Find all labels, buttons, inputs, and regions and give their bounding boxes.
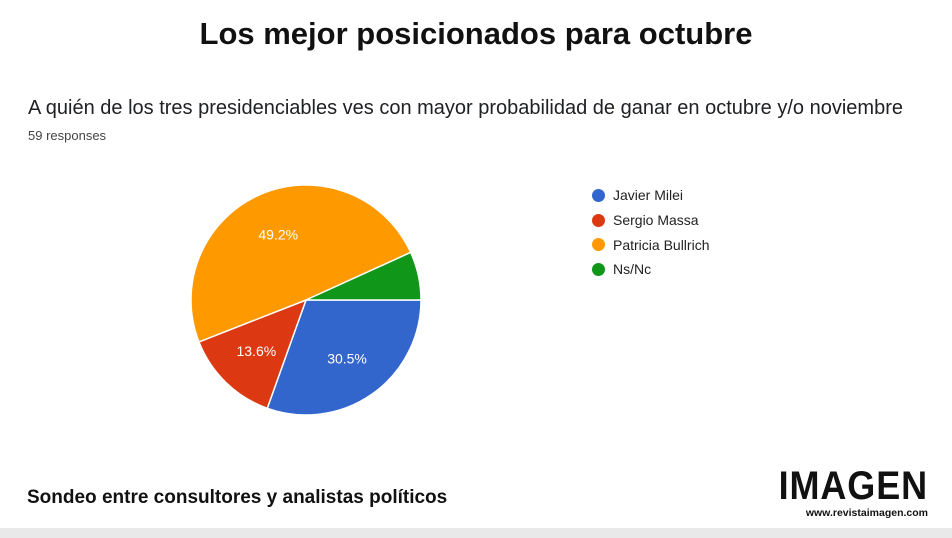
pie-slice-javier-milei bbox=[266, 299, 422, 416]
legend-item-javier-milei: Javier Milei bbox=[592, 183, 709, 208]
chart-legend: Javier Milei Sergio Massa Patricia Bullr… bbox=[592, 183, 709, 282]
pie-slice-label: 13.6% bbox=[236, 343, 276, 359]
legend-item-ns-nc: Ns/Nc bbox=[592, 257, 709, 282]
footer-caption: Sondeo entre consultores y analistas pol… bbox=[27, 487, 448, 508]
pie-slice-sergio-massa bbox=[197, 298, 308, 410]
legend-label: Patricia Bullrich bbox=[613, 236, 710, 253]
legend-label: Sergio Massa bbox=[613, 212, 699, 229]
legend-swatch-icon bbox=[592, 262, 605, 276]
pie-slice-label: 30.5% bbox=[327, 350, 367, 366]
response-count: 59 responses bbox=[28, 128, 107, 143]
legend-swatch-icon bbox=[592, 213, 605, 227]
pie-slice-ns-nc bbox=[305, 251, 422, 301]
pie-slice-label: 49.2% bbox=[258, 226, 298, 242]
brand-logo: IMAGEN bbox=[778, 464, 928, 508]
legend-item-sergio-massa: Sergio Massa bbox=[592, 208, 709, 233]
legend-label: Ns/Nc bbox=[613, 261, 652, 278]
legend-swatch-icon bbox=[592, 188, 605, 202]
bottom-strip bbox=[0, 528, 952, 538]
legend-label: Javier Milei bbox=[613, 187, 684, 204]
pie-slice-patricia-bullrich bbox=[190, 184, 412, 343]
brand-url: www.revistaimagen.com bbox=[805, 507, 928, 519]
page-title: Los mejor posicionados para octubre bbox=[199, 16, 753, 51]
legend-item-patricia-bullrich: Patricia Bullrich bbox=[592, 232, 709, 257]
legend-swatch-icon bbox=[592, 238, 605, 252]
survey-question: A quién de los tres presidenciables ves … bbox=[28, 97, 903, 119]
